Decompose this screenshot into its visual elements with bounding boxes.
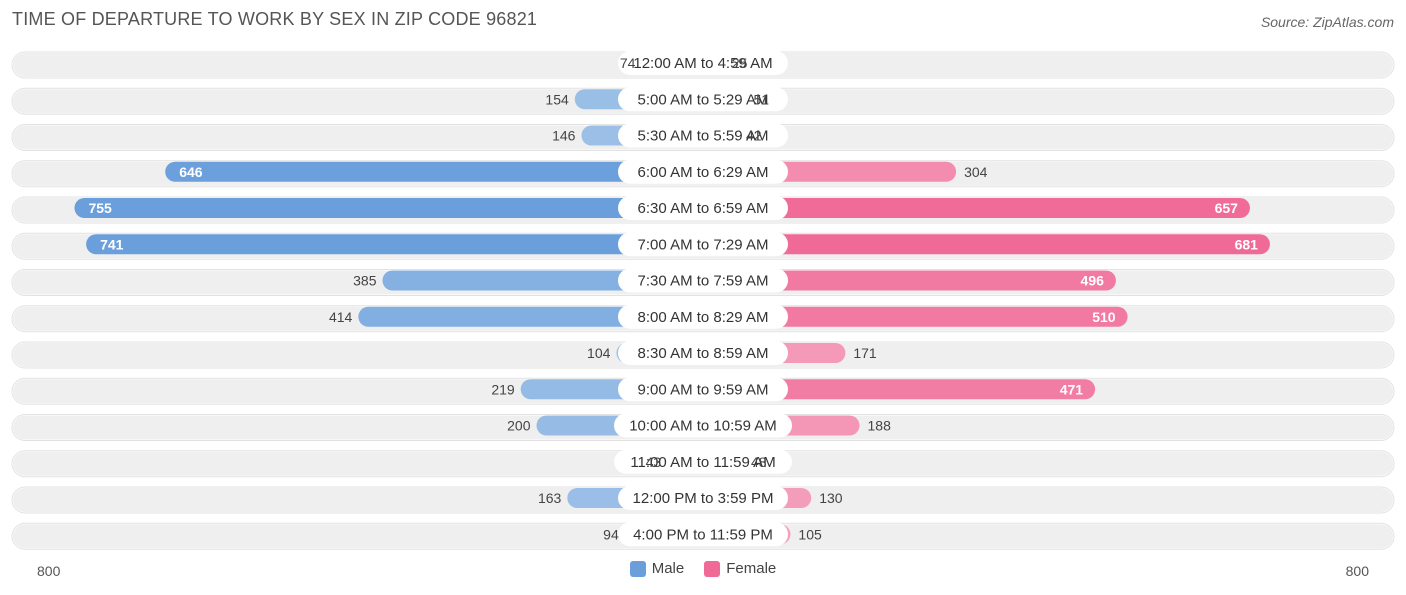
category-label: 7:30 AM to 7:59 AM: [638, 273, 769, 290]
category-label-bg: [618, 87, 788, 112]
value-label-male: 200: [507, 418, 531, 434]
category-label: 10:00 AM to 10:59 AM: [629, 418, 777, 435]
value-label-female: 25: [732, 55, 748, 71]
category-label: 5:00 AM to 5:29 AM: [638, 91, 769, 108]
bar-male[interactable]: [86, 234, 714, 255]
category-label: 6:00 AM to 6:29 AM: [638, 164, 769, 181]
category-label: 9:00 AM to 9:59 AM: [638, 381, 769, 398]
value-label-male: 104: [587, 345, 611, 361]
category-label-bg: [618, 196, 788, 220]
category-label-bg: [618, 486, 788, 510]
category-label: 12:00 AM to 4:59 AM: [633, 55, 772, 72]
bar-female[interactable]: [693, 270, 1116, 291]
value-label-female: 51: [753, 91, 769, 107]
bar-female[interactable]: [693, 234, 1270, 255]
category-label: 8:30 AM to 8:59 AM: [638, 345, 769, 362]
value-label-female: 496: [1081, 273, 1105, 289]
value-label-female: 188: [868, 418, 892, 434]
legend-item-male[interactable]: Male: [629, 560, 685, 577]
category-label: 8:00 AM to 8:29 AM: [638, 309, 769, 326]
value-label-male: 741: [100, 236, 124, 252]
value-label-male: 154: [545, 91, 569, 107]
category-label-bg: [618, 123, 788, 148]
category-label-bg: [614, 449, 792, 474]
legend-item-female[interactable]: Female: [704, 560, 776, 577]
category-label-bg: [614, 413, 792, 438]
value-label-female: 48: [751, 454, 767, 470]
category-label-bg: [618, 341, 788, 365]
category-label: 11:00 AM to 11:59 AM: [630, 454, 775, 471]
value-label-male: 43: [646, 454, 662, 470]
bar-female[interactable]: [693, 306, 1128, 327]
value-label-male: 414: [329, 309, 353, 325]
value-label-male: 74: [620, 55, 636, 71]
value-label-male: 755: [88, 200, 112, 216]
chart-title: TIME OF DEPARTURE TO WORK BY SEX IN ZIP …: [12, 9, 538, 29]
value-label-male: 94: [603, 526, 619, 542]
category-label-bg: [618, 232, 788, 257]
legend-label-male: Male: [651, 560, 685, 577]
male-swatch-icon: [629, 560, 646, 577]
value-label-male: 146: [552, 128, 576, 144]
axis-left-label: 800: [37, 563, 61, 579]
category-label-bg: [618, 304, 788, 329]
value-label-female: 171: [853, 345, 877, 361]
legend-label-female: Female: [726, 560, 777, 577]
value-label-female: 105: [798, 526, 822, 542]
category-label: 12:00 PM to 3:59 PM: [633, 490, 774, 507]
value-label-male: 219: [491, 381, 515, 397]
value-label-female: 130: [819, 490, 843, 506]
value-label-female: 42: [746, 128, 762, 144]
category-label-bg: [618, 377, 788, 402]
category-label: 5:30 AM to 5:59 AM: [638, 128, 769, 145]
value-label-male: 385: [353, 273, 377, 289]
category-label-bg: [618, 51, 788, 75]
bar-male[interactable]: [165, 161, 713, 182]
value-label-female: 681: [1235, 236, 1259, 252]
bar-male[interactable]: [74, 198, 713, 218]
category-label: 7:00 AM to 7:29 AM: [638, 236, 769, 253]
category-label-bg: [618, 159, 788, 184]
value-label-female: 657: [1215, 200, 1239, 216]
value-label-female: 304: [964, 164, 988, 180]
legend: Male Female: [0, 560, 1406, 577]
category-label: 6:30 AM to 6:59 AM: [638, 200, 769, 217]
category-label-bg: [618, 522, 788, 547]
female-swatch-icon: [704, 560, 721, 577]
value-label-male: 163: [538, 490, 562, 506]
category-label-bg: [618, 268, 788, 293]
source-note: Source: ZipAtlas.com: [1260, 14, 1394, 30]
bar-female[interactable]: [693, 379, 1096, 400]
category-label: 4:00 PM to 11:59 PM: [633, 526, 773, 543]
value-label-female: 471: [1060, 381, 1084, 397]
bar-female[interactable]: [693, 198, 1250, 218]
value-label-male: 646: [179, 164, 203, 180]
axis-right-label: 800: [1345, 563, 1369, 579]
value-label-female: 510: [1092, 309, 1116, 325]
